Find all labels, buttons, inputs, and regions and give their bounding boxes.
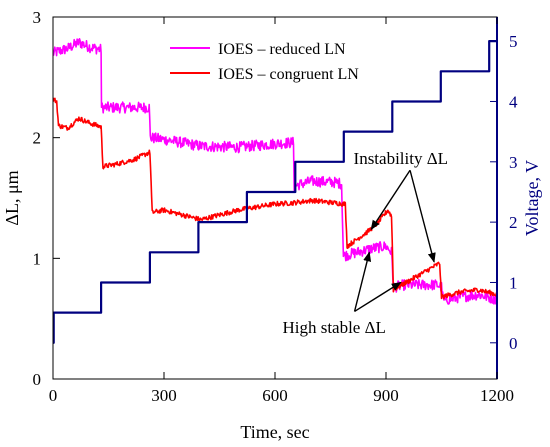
y-axis-title-left: ΔL, μm	[2, 170, 22, 225]
annotation-layer: Instability ΔL High stable ΔL	[282, 149, 448, 337]
series-line-2	[53, 40, 497, 344]
y-right-tick-label: 2	[509, 213, 518, 232]
y-left-tick-label: 2	[33, 129, 42, 148]
x-tick-label: 900	[373, 386, 399, 405]
series-line-1	[53, 97, 497, 300]
x-tick-label: 1200	[480, 386, 514, 405]
axes-layer: 0 300 600 900 1200 0 1 2 3 0 1 2 3 4 5	[33, 8, 519, 405]
annotation-arrow	[353, 251, 372, 312]
x-tick-label: 300	[151, 386, 177, 405]
legend-label-reduced: IOES – reduced LN	[218, 41, 346, 58]
legend-label-congruent: IOES – congruent LN	[218, 66, 359, 83]
y-left-tick-label: 1	[33, 249, 42, 268]
annotation-arrow	[354, 281, 402, 313]
y-left-tick-label: 3	[33, 8, 42, 27]
y-right-tick-label: 3	[509, 153, 518, 172]
annotation-arrow	[409, 170, 436, 263]
y-right-tick-label: 0	[509, 334, 518, 353]
annotation-label: Instability ΔL	[354, 149, 449, 168]
y-right-tick-label: 1	[509, 273, 518, 292]
y-right-tick-label: 5	[509, 32, 518, 51]
x-tick-label: 0	[49, 386, 58, 405]
x-tick-label: 600	[262, 386, 288, 405]
annotation-arrow	[370, 169, 411, 231]
y-right-tick-label: 4	[509, 92, 518, 111]
series-line-0	[53, 38, 497, 305]
y-axis-title-right: Voltage, V	[522, 160, 542, 236]
series-layer	[53, 38, 497, 344]
y-left-tick-label: 0	[33, 370, 42, 389]
x-axis-title: Time, sec	[240, 422, 309, 442]
legend: IOES – reduced LN IOES – congruent LN	[170, 41, 359, 83]
annotation-label: High stable ΔL	[282, 318, 385, 337]
